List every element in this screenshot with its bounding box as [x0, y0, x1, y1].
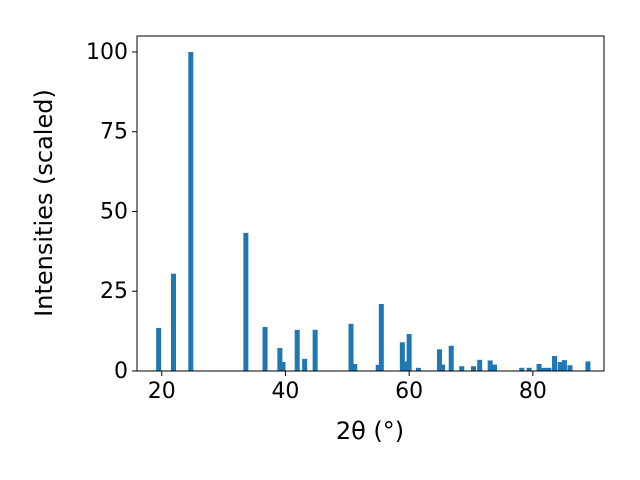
bar — [378, 304, 384, 371]
bar — [492, 364, 498, 371]
bar — [352, 363, 358, 371]
bar — [487, 360, 493, 371]
bar — [436, 349, 442, 371]
bar — [552, 356, 558, 371]
y-tick-label: 50 — [100, 199, 128, 224]
bar — [415, 367, 421, 371]
bar — [561, 360, 567, 371]
bar — [156, 327, 162, 371]
bar — [440, 364, 446, 371]
bar — [243, 232, 249, 371]
bar — [262, 326, 268, 371]
x-tick-label: 80 — [519, 379, 547, 404]
x-tick-label: 40 — [271, 379, 299, 404]
bar — [399, 342, 405, 371]
x-axis-label: 2θ (°) — [336, 417, 404, 445]
y-tick-label: 100 — [86, 40, 128, 65]
bar — [541, 367, 547, 371]
bar — [536, 363, 542, 371]
x-tick-label: 60 — [395, 379, 423, 404]
bar — [375, 364, 381, 371]
bar — [348, 323, 354, 371]
bar — [477, 359, 483, 371]
bar — [557, 362, 563, 371]
bar — [402, 361, 408, 371]
bar — [526, 367, 532, 371]
bar — [448, 345, 454, 371]
y-tick-label: 75 — [100, 120, 128, 145]
bar — [302, 358, 308, 371]
plot-frame — [136, 35, 605, 372]
bar — [312, 329, 318, 371]
bar — [406, 333, 412, 371]
x-tick-label: 20 — [148, 379, 176, 404]
bar — [280, 362, 286, 371]
y-tick-label: 0 — [114, 359, 128, 384]
bar — [277, 348, 283, 371]
bar — [294, 329, 300, 371]
y-tick-label: 25 — [100, 279, 128, 304]
y-axis-label: Intensities (scaled) — [30, 89, 58, 317]
bar — [546, 367, 552, 371]
bar — [170, 273, 176, 371]
bar — [519, 367, 525, 371]
bar — [459, 366, 465, 371]
bar — [188, 51, 194, 371]
bar — [470, 366, 476, 371]
bar — [585, 361, 591, 371]
bar — [567, 365, 573, 371]
